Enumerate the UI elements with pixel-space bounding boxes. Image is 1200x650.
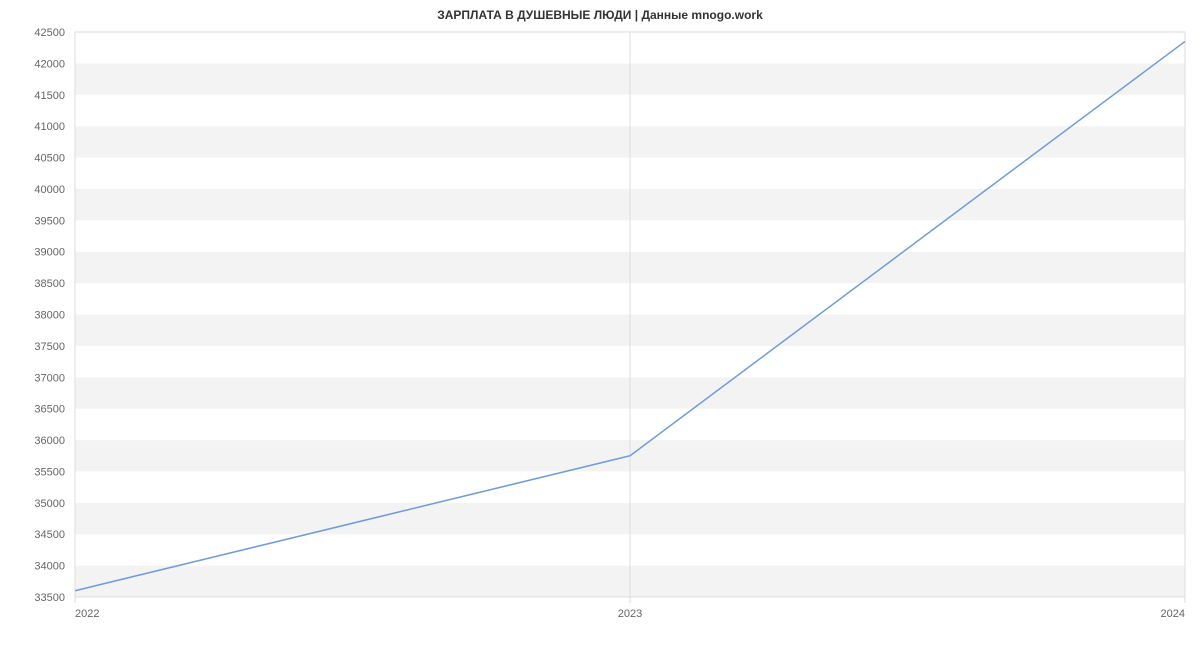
y-tick-label: 40000 xyxy=(34,184,65,196)
y-tick-label: 35500 xyxy=(34,466,65,478)
chart-svg: 33500 34000 34500 35000 35500 36000 36500 37000… xyxy=(0,22,1200,647)
y-tick-label: 42500 xyxy=(34,27,65,39)
y-tick-label: 38500 xyxy=(34,278,65,290)
y-tick-label: 34500 xyxy=(34,529,65,541)
y-tick-label: 42000 xyxy=(34,58,65,70)
y-tick-label: 41500 xyxy=(34,90,65,102)
y-tick-label: 41000 xyxy=(34,121,65,133)
y-tick-label: 39500 xyxy=(34,215,65,227)
x-tick-label: 2024 xyxy=(1161,608,1185,620)
y-tick-label: 37000 xyxy=(34,372,65,384)
y-tick-label: 39000 xyxy=(34,247,65,259)
y-tick-label: 37500 xyxy=(34,341,65,353)
chart-title: ЗАРПЛАТА В ДУШЕВНЫЕ ЛЮДИ | Данные mnogo.… xyxy=(0,0,1200,22)
salary-line-chart: ЗАРПЛАТА В ДУШЕВНЫЕ ЛЮДИ | Данные mnogo.… xyxy=(0,0,1200,650)
y-tick-label: 33500 xyxy=(34,592,65,604)
y-tick-label: 40500 xyxy=(34,153,65,165)
y-tick-label: 35000 xyxy=(34,498,65,510)
y-tick-label: 38000 xyxy=(34,310,65,322)
y-tick-label: 36000 xyxy=(34,435,65,447)
y-tick-label: 34000 xyxy=(34,561,65,573)
x-tick-label: 2023 xyxy=(618,608,642,620)
x-tick-label: 2022 xyxy=(75,608,99,620)
y-tick-label: 36500 xyxy=(34,404,65,416)
